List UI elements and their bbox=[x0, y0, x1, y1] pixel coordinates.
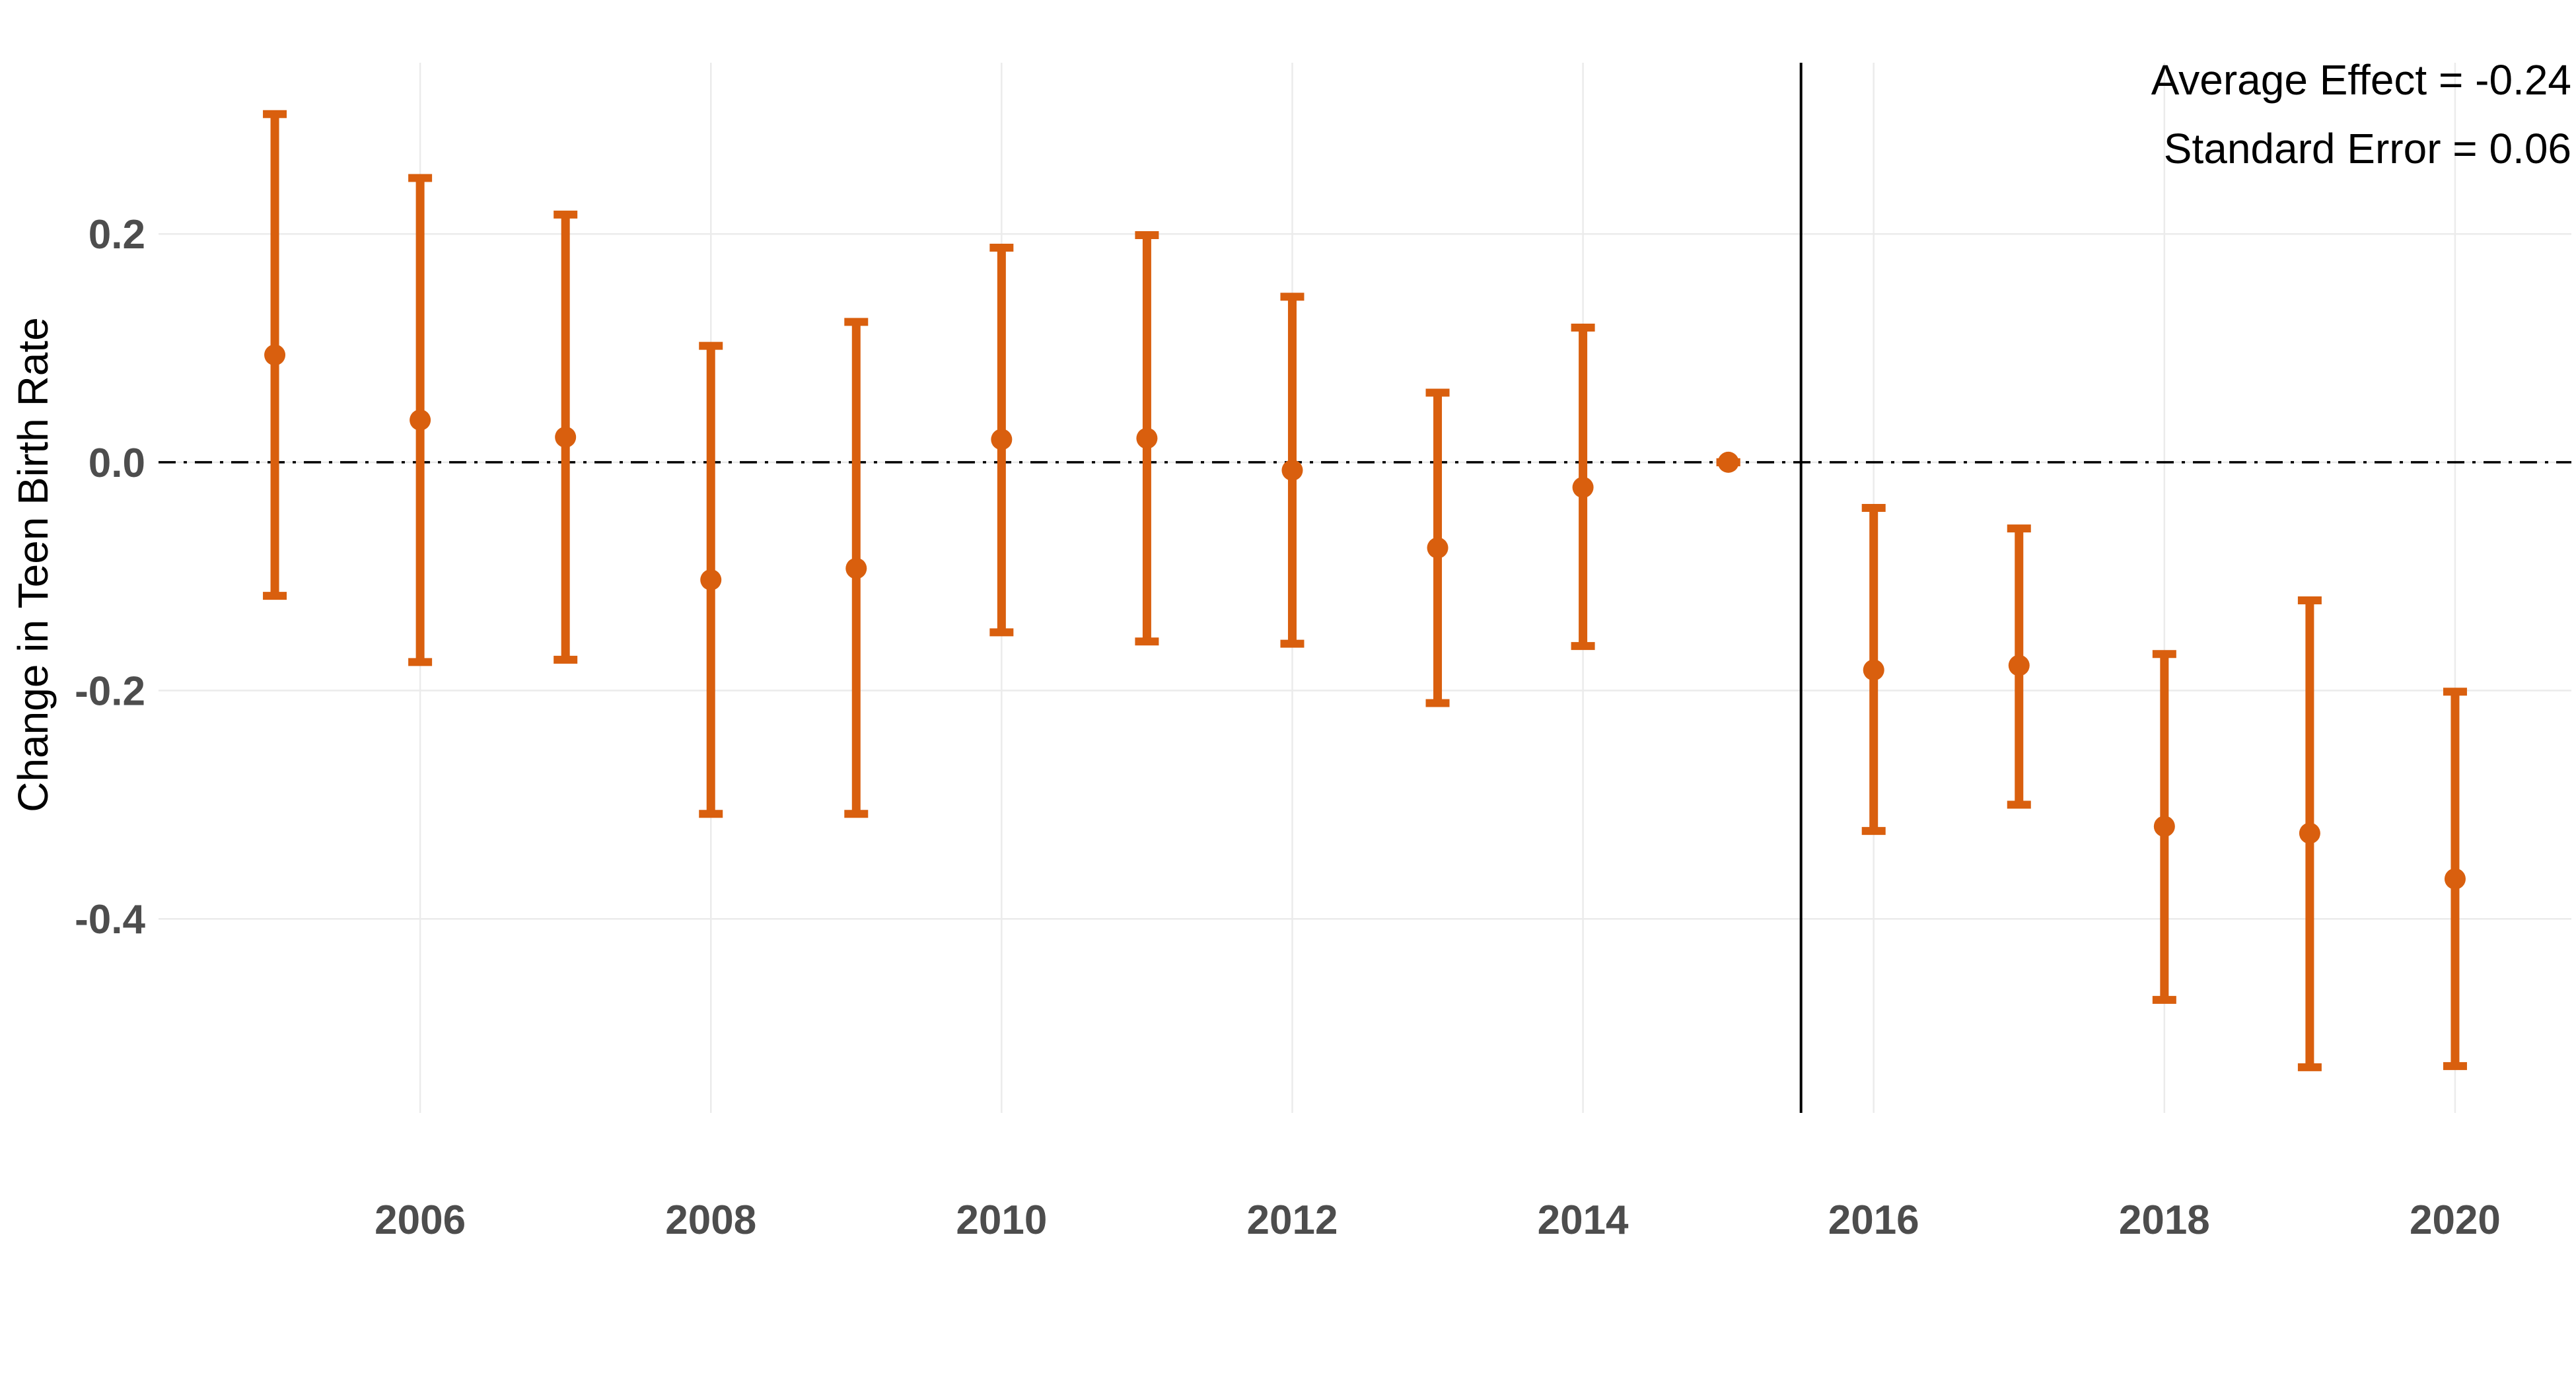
grid bbox=[159, 63, 2571, 1113]
annotation-average-effect: Average Effect = -0.24 bbox=[2151, 56, 2571, 104]
y-tick-label-0: -0.4 bbox=[75, 897, 145, 942]
x-tick-label-2020: 2020 bbox=[2410, 1197, 2501, 1243]
point-estimate-2006 bbox=[410, 409, 431, 431]
reference-lines bbox=[159, 63, 2571, 1113]
x-axis-ticks: 2006 2008 2010 2012 2014 2016 2018 2020 bbox=[375, 1197, 2501, 1243]
point-estimate-2011 bbox=[1136, 427, 1158, 449]
x-tick-label-2006: 2006 bbox=[375, 1197, 466, 1243]
point-estimate-2019 bbox=[2299, 822, 2320, 844]
point-estimate-2010 bbox=[991, 429, 1013, 450]
point-estimate-2008 bbox=[700, 569, 722, 590]
point-estimates bbox=[264, 344, 2466, 890]
x-tick-label-2012: 2012 bbox=[1247, 1197, 1338, 1243]
y-axis-title: Change in Teen Birth Rate bbox=[9, 317, 57, 812]
point-estimate-2015 bbox=[1717, 451, 1739, 473]
x-tick-label-2014: 2014 bbox=[1538, 1197, 1629, 1243]
y-axis-ticks: -0.4 -0.2 0.0 0.2 bbox=[75, 212, 145, 942]
point-estimate-2007 bbox=[555, 426, 577, 448]
point-estimate-2016 bbox=[1863, 659, 1884, 681]
point-estimate-2009 bbox=[845, 557, 867, 579]
error-bars bbox=[263, 110, 2467, 1071]
x-tick-label-2010: 2010 bbox=[956, 1197, 1047, 1243]
x-tick-label-2018: 2018 bbox=[2119, 1197, 2210, 1243]
point-estimate-2005 bbox=[264, 344, 286, 366]
x-tick-label-2008: 2008 bbox=[665, 1197, 756, 1243]
y-tick-label-1: -0.2 bbox=[75, 669, 145, 715]
point-estimate-2014 bbox=[1572, 476, 1594, 498]
point-estimate-2017 bbox=[2008, 655, 2030, 676]
x-tick-label-2016: 2016 bbox=[1828, 1197, 1919, 1243]
point-estimate-2020 bbox=[2444, 868, 2466, 890]
y-tick-label-3: 0.2 bbox=[89, 212, 145, 258]
annotation-standard-error: Standard Error = 0.06 bbox=[2164, 125, 2571, 172]
point-estimate-2018 bbox=[2153, 816, 2175, 837]
point-estimate-2012 bbox=[1281, 459, 1303, 481]
y-tick-label-2: 0.0 bbox=[89, 441, 145, 486]
point-estimate-2013 bbox=[1427, 537, 1449, 559]
